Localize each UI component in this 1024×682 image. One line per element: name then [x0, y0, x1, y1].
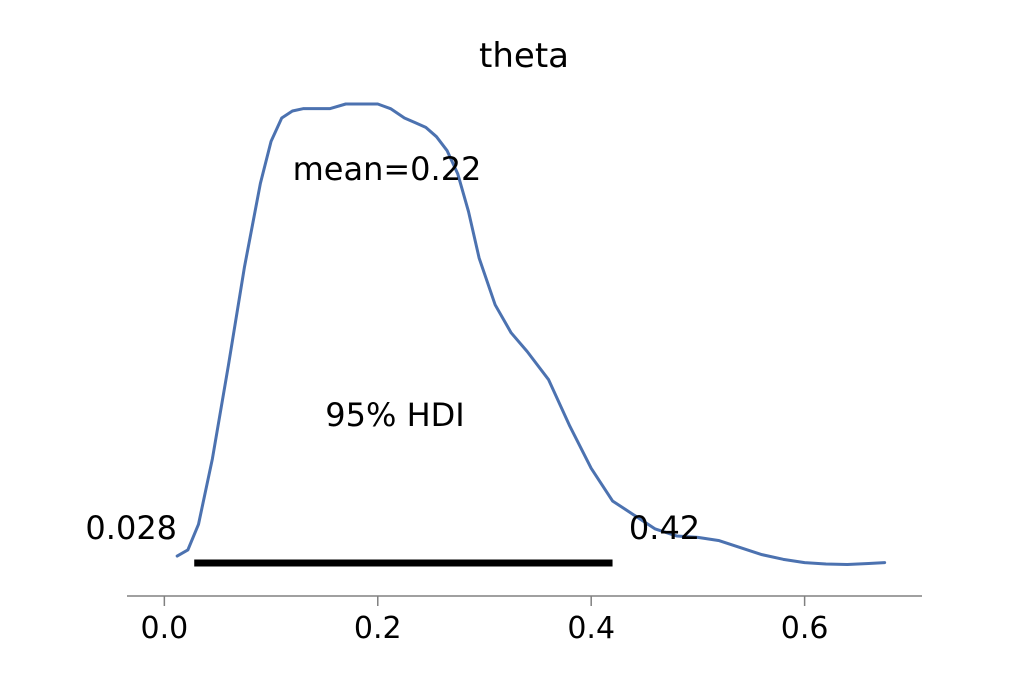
chart-title: theta [479, 36, 569, 76]
hdi-low-label: 0.028 [85, 509, 177, 547]
hdi-high-label: 0.42 [629, 509, 700, 547]
x-tick-label: 0.6 [781, 611, 829, 646]
x-tick-label: 0.4 [567, 611, 615, 646]
hdi-label: 95% HDI [325, 396, 464, 434]
x-tick-label: 0.2 [354, 611, 402, 646]
density-line [175, 102, 887, 566]
mean-label: mean=0.22 [293, 150, 482, 188]
x-tick-label: 0.0 [140, 611, 188, 646]
plot-area: mean=0.22 95% HDI 0.028 0.42 0.0 0.2 0.4 0.… [85, 102, 922, 646]
x-ticks: 0.0 0.2 0.4 0.6 [140, 596, 828, 646]
